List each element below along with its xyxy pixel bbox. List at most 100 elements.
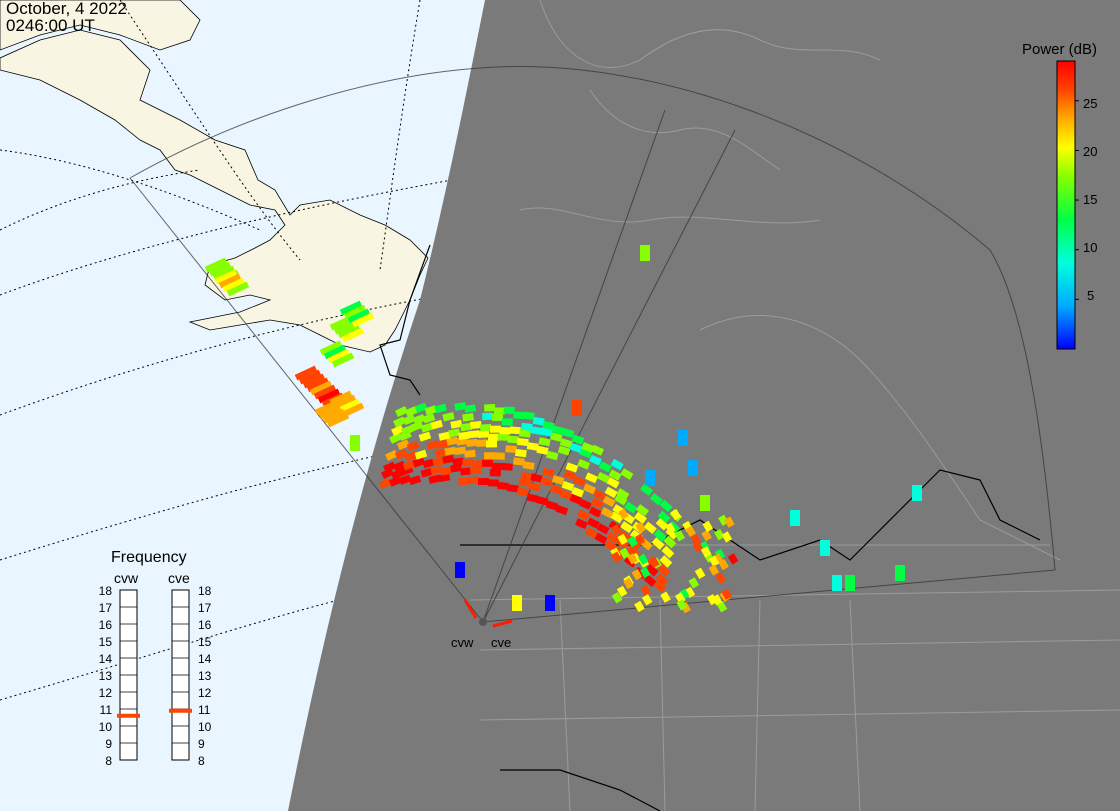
radar-echo-cell: [477, 478, 490, 486]
radar-echo-cell: [329, 390, 353, 406]
radar-echo-cell: [670, 508, 681, 521]
radar-echo-cell: [476, 439, 488, 447]
radar-echo-cell: [482, 412, 494, 421]
radar-echo-cell: [616, 585, 628, 598]
radar-echo-cell: [392, 460, 406, 472]
radar-echo-cell: [665, 522, 676, 534]
radar-echo-cell: [659, 555, 673, 568]
radar-echo-cell: [596, 471, 610, 484]
freq-scale-label: 17: [198, 601, 212, 615]
radar-echo-cell: [716, 601, 728, 613]
radar-echo-cell: [559, 438, 573, 449]
radar-echo-cell: [528, 482, 541, 492]
radar-echo-cell: [685, 525, 697, 538]
radar-echo-cell: [389, 432, 402, 444]
radar-echo-cell: [434, 403, 447, 414]
freq-scale-label: 11: [198, 703, 211, 717]
radar-echo-cell: [493, 407, 506, 415]
radar-echo-cell: [408, 475, 422, 486]
radar-echo-cell: [602, 495, 616, 508]
radar-echo-cell: [516, 487, 529, 497]
freq-scale-label: 17: [98, 601, 112, 615]
radar-echo-cell: [507, 435, 519, 444]
radar-echo-cell: [714, 548, 726, 560]
radar-echo-cell: [571, 486, 585, 498]
radar-echo-cell: [611, 551, 622, 563]
freq-col-label-cve: cve: [168, 570, 190, 586]
radar-echo-cell: [575, 518, 588, 530]
radar-echo-cell: [561, 480, 575, 492]
radar-echo-cell: [438, 431, 451, 441]
freq-scale-label: 14: [198, 652, 212, 666]
time-label: 0246:00 UT: [6, 16, 95, 35]
radar-echo-cell: [440, 466, 453, 476]
radar-echo-cell: [592, 489, 606, 501]
freq-col-label-cvw: cvw: [114, 570, 139, 586]
radar-echo-cell: [551, 475, 565, 485]
radar-echo-cell: [518, 478, 531, 487]
date-label: October, 4 2022: [6, 0, 127, 18]
radar-echo-cell: [314, 400, 338, 416]
radar-echo-cell: [643, 521, 657, 535]
radar-label-cve: cve: [491, 635, 512, 650]
radar-echo-cell: [436, 439, 449, 449]
radar-echo-cell: [489, 425, 502, 433]
radar-echo-cell: [388, 476, 402, 487]
radar-echo-cell: [331, 352, 355, 368]
radar-echo-cell: [339, 300, 363, 316]
radar-echo-cell: [318, 404, 342, 420]
freq-scale-label: 13: [198, 669, 212, 683]
radar-echo-cell: [832, 575, 842, 591]
radar-echo-cell: [651, 537, 665, 550]
radar-echo-cell: [606, 477, 620, 489]
freq-scale-label: 9: [105, 737, 112, 751]
radar-echo-cell: [491, 413, 504, 421]
radar-echo-cell: [571, 434, 585, 445]
radar-echo-cell: [412, 457, 426, 468]
frequency-title: Frequency: [111, 549, 187, 566]
radar-echo-cell: [610, 511, 624, 524]
radar-echo-cell: [724, 516, 735, 528]
radar-echo-cell: [491, 462, 503, 471]
radar-echo-cell: [618, 508, 629, 520]
radar-fov-outline: [129, 66, 1056, 623]
radar-echo-cell: [458, 431, 471, 440]
radar-echo-cell: [513, 457, 525, 466]
radar-echo-cell: [430, 465, 443, 476]
radar-echo-cell: [402, 460, 416, 471]
radar-echo-cell: [536, 445, 549, 455]
radar-echo-cell: [608, 469, 622, 481]
radar-echo-cell: [226, 281, 250, 297]
radar-echo-cell: [396, 439, 410, 451]
radar-echo-cell: [569, 442, 583, 454]
radar-echo-cell: [499, 427, 511, 435]
radar-echo-cell: [688, 460, 698, 476]
radar-echo-cell: [569, 493, 583, 505]
radar-echo-cell: [701, 529, 712, 542]
colorbar: [1056, 60, 1076, 350]
radar-echo-cell: [653, 580, 667, 593]
radar-echo-cell: [489, 469, 501, 477]
radar-echo-cell: [579, 498, 592, 510]
colorbar-tick-25: 25: [1083, 96, 1098, 111]
radar-echo-cell: [333, 319, 357, 335]
radar-echo-cell: [690, 533, 702, 546]
radar-echo-cell: [218, 273, 242, 289]
radar-echo-cell: [487, 479, 499, 487]
radar-echo-cell: [501, 462, 513, 471]
freq-scale-label: 9: [198, 737, 205, 751]
radar-echo-cell: [598, 461, 612, 473]
radar-echo-cell: [579, 447, 593, 459]
radar-echo-cell: [351, 312, 375, 328]
radar-echo-cell: [517, 437, 529, 447]
radar-echo-cell: [718, 558, 729, 571]
radar-echo-cell: [420, 467, 433, 478]
radar-echo-cells: [204, 245, 922, 614]
radar-echo-cell: [545, 500, 559, 511]
radar-echo-cell: [515, 448, 527, 458]
radar-echo-cell: [550, 432, 563, 442]
radar-echo-cell: [343, 304, 367, 320]
radar-echo-cell: [640, 245, 650, 261]
radar-echo-cell: [208, 261, 232, 277]
radar-echo-cell: [661, 545, 675, 559]
